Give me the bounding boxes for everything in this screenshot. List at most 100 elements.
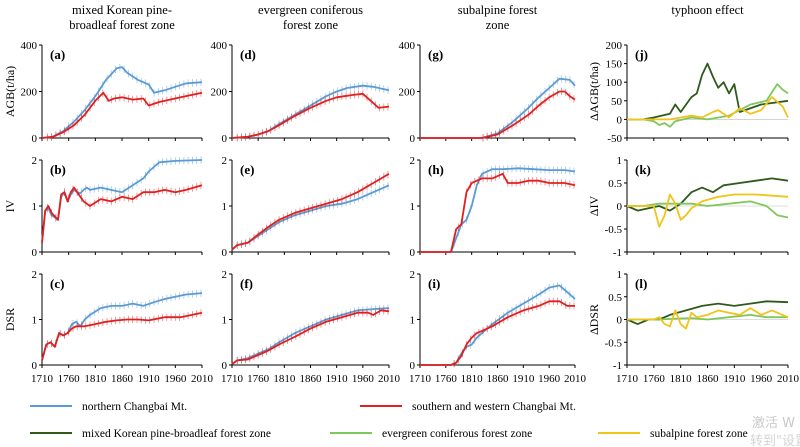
- y-tick-label-a: 200: [21, 87, 38, 99]
- y-tick-label-i: 2: [410, 269, 416, 281]
- series-south-g: [420, 90, 576, 139]
- series-north-c: [41, 292, 203, 361]
- y-tick-label-e: 2: [222, 155, 228, 167]
- x-tick-label-c: 1910: [138, 373, 161, 385]
- y-axis-label-row-1: IV: [3, 199, 17, 212]
- series-north-a: [41, 66, 203, 139]
- series-north-i: [420, 284, 576, 366]
- delta-y-axis-label-row-2: ΔDSR: [587, 304, 601, 335]
- x-tick-label-c: 1860: [111, 373, 134, 385]
- y-tick-label-b: 2: [32, 155, 38, 167]
- series-south-i: [420, 300, 575, 366]
- column-title-1-0: evergreen coniferous: [258, 3, 363, 17]
- y-tick-label-l: -0.5: [605, 337, 623, 349]
- x-tick-label-c: 2010: [191, 373, 214, 385]
- y-tick-label-l: 1: [617, 269, 623, 281]
- series-mixed-l: [626, 300, 789, 326]
- x-tick-label-i: 1960: [538, 373, 561, 385]
- y-tick-label-e: 0: [222, 247, 228, 259]
- series-north-d: [231, 84, 390, 139]
- y-tick-label-b: 1: [32, 201, 38, 213]
- x-tick-label-l: 1910: [723, 373, 746, 385]
- y-tick-label-h: 0: [410, 247, 416, 259]
- y-tick-label-g: 200: [399, 87, 416, 99]
- y-tick-label-l: -1: [613, 360, 622, 372]
- x-tick-label-f: 1710: [221, 373, 244, 385]
- x-tick-label-f: 1860: [300, 373, 323, 385]
- y-tick-label-e: 1: [222, 201, 228, 213]
- y-tick-label-g: 0: [410, 133, 416, 145]
- y-tick-label-c: 2: [32, 269, 38, 281]
- series-north-b: [41, 159, 203, 243]
- y-tick-label-c: 0: [32, 360, 38, 372]
- y-tick-label-j: 0: [617, 114, 623, 126]
- panel-label-h: (h): [428, 162, 444, 177]
- panel-label-e: (e): [240, 162, 254, 177]
- y-tick-label-k: 0: [617, 201, 623, 213]
- series-south-d: [231, 92, 390, 139]
- series-south-b: [41, 184, 203, 243]
- y-tick-label-d: 200: [211, 87, 228, 99]
- panel-label-b: (b): [50, 162, 66, 177]
- y-tick-label-f: 2: [222, 269, 228, 281]
- column-title-2-0: subalpine forest: [458, 3, 538, 17]
- panel-label-c: (c): [50, 276, 64, 291]
- y-tick-label-l: 0.5: [608, 292, 622, 304]
- y-tick-label-c: 1: [32, 315, 38, 327]
- y-axis-label-row-2: DSR: [3, 308, 17, 331]
- panel-label-d: (d): [240, 47, 256, 62]
- x-tick-label-i: 1810: [461, 373, 484, 385]
- y-tick-label-g: 400: [399, 40, 416, 52]
- y-tick-label-k: 1: [617, 155, 623, 167]
- series-south-e: [231, 173, 390, 251]
- y-tick-label-f: 1: [222, 315, 228, 327]
- y-tick-label-k: -0.5: [605, 224, 623, 236]
- y-tick-label-k: -1: [613, 247, 622, 259]
- y-tick-label-j: 200: [606, 40, 623, 52]
- series-north-g: [420, 77, 576, 139]
- y-tick-label-a: 0: [32, 133, 38, 145]
- x-tick-label-f: 1810: [273, 373, 296, 385]
- x-tick-label-f: 1760: [247, 373, 270, 385]
- y-tick-label-a: 400: [21, 40, 38, 52]
- legend-label-3: evergreen coniferous forest zone: [382, 428, 532, 440]
- x-tick-label-c: 1810: [84, 373, 107, 385]
- x-tick-label-i: 2010: [564, 373, 587, 385]
- y-tick-label-h: 2: [410, 155, 416, 167]
- x-tick-label-i: 1860: [487, 373, 510, 385]
- y-tick-label-k: 0.5: [608, 178, 622, 190]
- series-evergreen-k: [627, 200, 789, 219]
- x-tick-label-l: 1710: [616, 373, 639, 385]
- x-tick-label-c: 1710: [31, 373, 54, 385]
- y-tick-label-j: 150: [606, 59, 623, 71]
- watermark-text: 激活 W: [752, 416, 795, 431]
- series-subalpine-j: [627, 96, 789, 121]
- y-tick-label-h: 1: [410, 201, 416, 213]
- panel-label-f: (f): [240, 276, 253, 291]
- x-tick-label-l: 2010: [777, 373, 800, 385]
- column-title-2-1: zone: [486, 18, 510, 32]
- legend-label-2: mixed Korean pine-broadleaf forest zone: [82, 428, 271, 440]
- column-title-0-0: mixed Korean pine-: [72, 3, 172, 17]
- delta-y-axis-label-row-1: ΔIV: [587, 195, 601, 216]
- series-mixed-j: [627, 62, 789, 121]
- x-tick-label-l: 1860: [697, 373, 720, 385]
- series-south-c: [41, 311, 203, 361]
- x-tick-label-f: 2010: [378, 373, 401, 385]
- y-tick-label-i: 1: [410, 315, 416, 327]
- x-tick-label-f: 1960: [352, 373, 375, 385]
- series-subalpine-k: [627, 193, 789, 228]
- column-title-0-1: broadleaf forest zone: [69, 18, 175, 32]
- y-tick-label-i: 0: [410, 360, 416, 372]
- panel-label-i: (i): [428, 276, 440, 291]
- x-tick-label-i: 1710: [409, 373, 432, 385]
- delta-y-axis-label-row-0: ΔAGB(t/ha): [587, 62, 601, 121]
- x-tick-label-l: 1960: [750, 373, 773, 385]
- y-tick-label-f: 0: [222, 360, 228, 372]
- series-mixed-k: [626, 177, 789, 212]
- series-south-h: [420, 172, 576, 253]
- series-south-f: [231, 309, 390, 365]
- panel-label-g: (g): [428, 47, 443, 62]
- y-tick-label-j: -50: [607, 133, 622, 145]
